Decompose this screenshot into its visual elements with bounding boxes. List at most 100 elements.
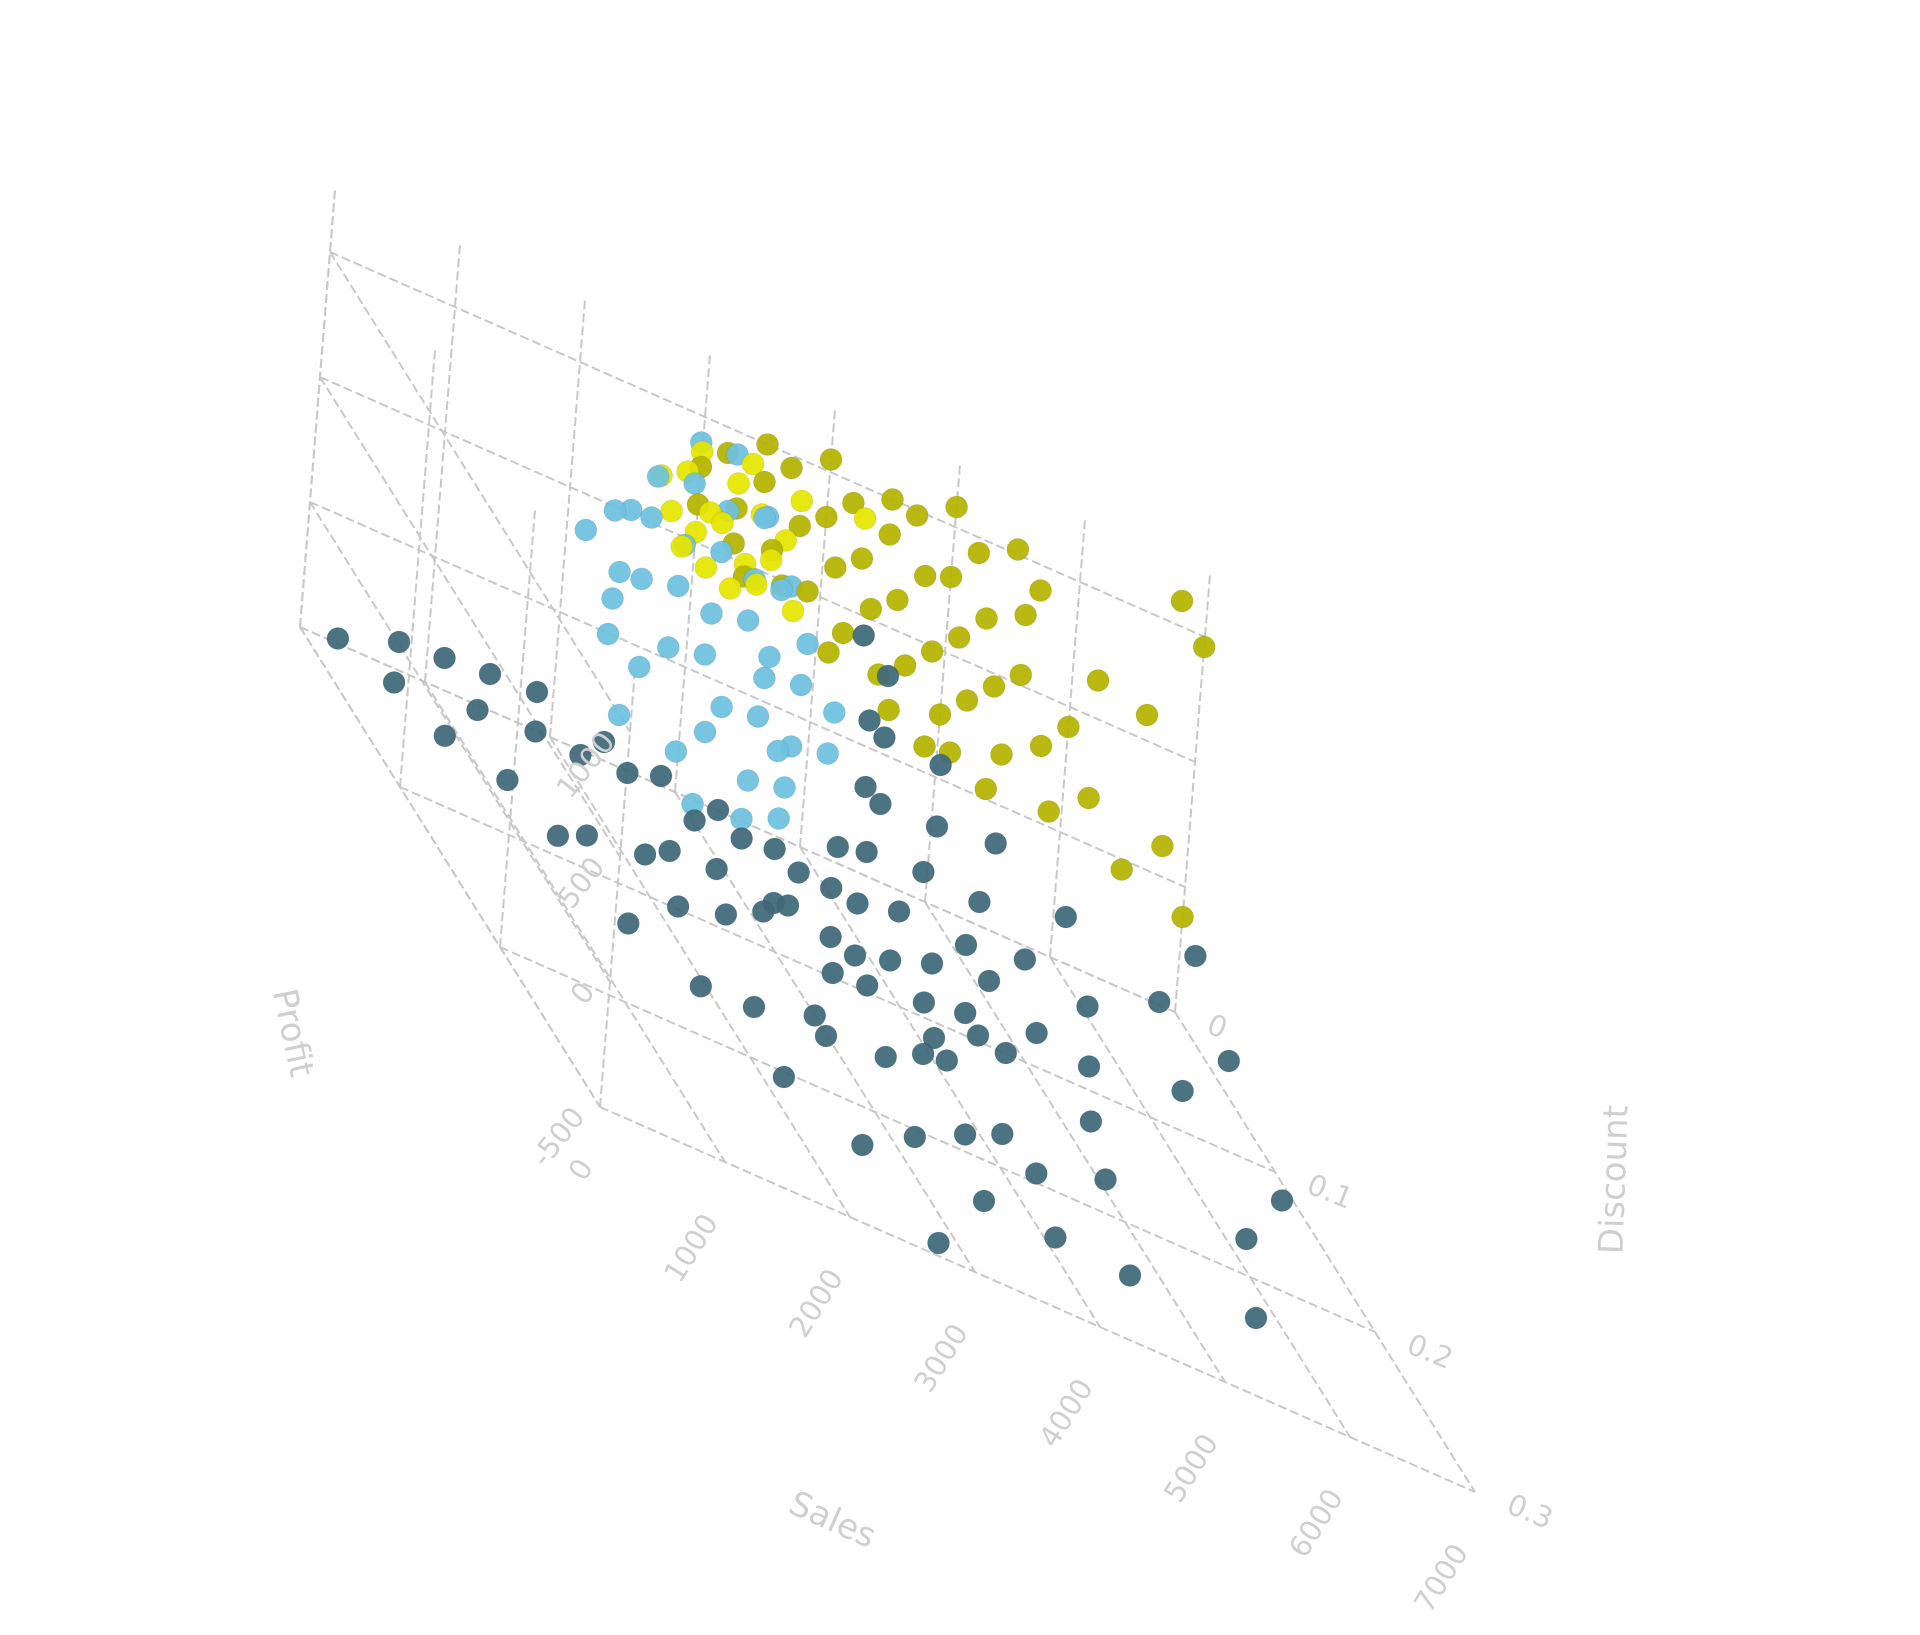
data-point (852, 624, 876, 647)
floor-gridline-x (1174, 1011, 1476, 1493)
x-tick-label: 3000 (907, 1318, 975, 1399)
data-point (819, 448, 843, 471)
data-point (947, 626, 971, 649)
data-point (718, 577, 742, 600)
side-gridline-y (599, 669, 636, 1108)
data-point (693, 720, 717, 744)
data-point (727, 472, 750, 495)
z-axis-title: Profit (264, 985, 322, 1080)
data-point (387, 630, 411, 654)
y-tick-label: 0 (1202, 1007, 1232, 1045)
data-point (935, 1049, 959, 1072)
data-point (822, 701, 846, 724)
data-point (776, 894, 800, 917)
data-point (694, 556, 718, 579)
wall-gridline-x (424, 244, 461, 683)
data-point (1024, 1162, 1048, 1185)
floor-gridline-y (499, 946, 1376, 1333)
data-point (757, 645, 781, 669)
data-point (817, 641, 840, 664)
z-tick-label: 0 (563, 975, 601, 1010)
side-gridline-y (399, 349, 436, 788)
floor-gridline-x (1049, 956, 1351, 1438)
data-point (1077, 1055, 1101, 1078)
data-point (982, 675, 1006, 698)
data-point (893, 654, 917, 677)
data-point (787, 861, 811, 884)
data-point (954, 933, 978, 957)
side-gridline-z (329, 251, 631, 733)
data-point (854, 775, 877, 799)
data-point (1217, 1049, 1241, 1073)
x-tick-label: 2000 (782, 1263, 850, 1344)
data-point (1029, 579, 1052, 602)
data-point (742, 995, 766, 1019)
data-point (714, 903, 738, 926)
data-point (524, 720, 547, 743)
x-tick-label: 0 (561, 1153, 600, 1187)
data-point (939, 565, 963, 589)
wall-gridline-x (549, 299, 586, 738)
data-point (660, 499, 684, 523)
side-gridline-y (299, 189, 336, 628)
y-axis-title: Discount (1591, 1104, 1636, 1255)
data-point (913, 564, 937, 588)
data-point (821, 961, 845, 985)
data-point (858, 709, 881, 732)
data-point (744, 573, 768, 596)
data-point (1037, 800, 1061, 823)
data-point (689, 974, 713, 998)
data-point (1025, 1021, 1049, 1045)
y-tick-label: 0.1 (1302, 1167, 1358, 1216)
data-point (912, 991, 936, 1014)
side-gridline-z (309, 501, 611, 983)
x-tick-label: 6000 (1282, 1483, 1350, 1564)
data-point (1009, 663, 1033, 687)
data-point (664, 740, 688, 763)
data-point (819, 925, 843, 949)
data-point (1077, 786, 1101, 810)
data-points (326, 431, 1294, 1330)
data-point (603, 499, 627, 522)
data-point (1014, 603, 1038, 627)
data-point (920, 952, 944, 975)
data-point (575, 824, 599, 847)
data-point (872, 726, 896, 749)
data-point (736, 769, 760, 792)
y-tick-label: 0.3 (1502, 1487, 1558, 1536)
data-point (1094, 1168, 1117, 1191)
data-point (984, 832, 1008, 855)
data-point (767, 807, 791, 830)
data-point (881, 488, 904, 511)
data-point (656, 636, 680, 659)
floor-gridline-x (424, 681, 726, 1163)
data-point (878, 949, 902, 972)
data-point (710, 511, 734, 535)
data-point (1170, 589, 1194, 613)
data-point (478, 662, 502, 686)
data-point (868, 792, 892, 816)
data-point (850, 1133, 874, 1157)
data-point (925, 815, 949, 838)
data-point (1183, 944, 1207, 968)
wall-gridline-z (319, 376, 1196, 763)
data-point (607, 703, 631, 727)
data-point (1029, 734, 1053, 758)
data-point (596, 622, 620, 646)
data-point (814, 1024, 838, 1048)
data-point (966, 1024, 990, 1047)
data-point (953, 1001, 977, 1025)
side-gridline-z (299, 626, 601, 1108)
data-point (763, 837, 787, 861)
data-point (1006, 538, 1030, 561)
wall-gridline-x (1049, 519, 1086, 958)
data-point (928, 703, 952, 726)
data-point (495, 768, 519, 792)
wall-gridline-z (309, 501, 1186, 888)
data-point (853, 507, 877, 530)
data-point (903, 1125, 927, 1149)
data-point (706, 798, 730, 822)
data-point (773, 776, 796, 799)
data-point (1244, 1306, 1268, 1330)
data-point (666, 574, 690, 598)
